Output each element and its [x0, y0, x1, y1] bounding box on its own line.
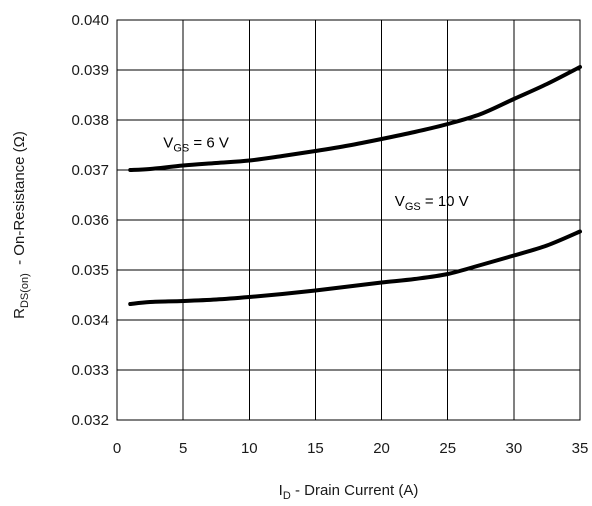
y-tick-label: 0.033 — [71, 362, 109, 379]
y-axis-title-subscript: DS(on) — [19, 273, 31, 308]
y-tick-label: 0.034 — [71, 312, 109, 329]
x-tick-label: 20 — [373, 440, 390, 457]
y-axis-title-main: R — [11, 308, 28, 319]
y-tick-label: 0.040 — [71, 12, 109, 29]
series-lines — [128, 65, 582, 306]
series-label-subscript: GS — [173, 143, 189, 155]
y-tick-label: 0.035 — [71, 262, 109, 279]
y-tick-label: 0.038 — [71, 112, 109, 129]
x-tick-label: 35 — [572, 440, 589, 457]
x-tick-labels: 0 5 10 15 20 25 30 35 — [113, 440, 589, 457]
series-line-2 — [128, 229, 582, 306]
series-label-2: VGS = 10 V — [395, 193, 469, 213]
series-label-subscript: GS — [405, 201, 421, 213]
x-axis-title-rest: - Drain Current (A) — [291, 482, 419, 499]
plot-frame — [116, 19, 581, 421]
y-tick-label: 0.036 — [71, 212, 109, 229]
y-tick-label: 0.032 — [71, 412, 109, 429]
series-label-1: VGS = 6 V — [163, 135, 229, 155]
series-label-rest: = 10 V — [421, 193, 469, 210]
x-axis-title-main: I — [279, 482, 283, 499]
x-tick-label: 5 — [179, 440, 187, 457]
x-axis-title-subscript: D — [283, 490, 291, 502]
x-tick-label: 10 — [241, 440, 258, 457]
x-tick-label: 0 — [113, 440, 121, 457]
y-tick-label: 0.039 — [71, 62, 109, 79]
series-label-main: V — [395, 193, 405, 210]
y-tick-labels: 0.032 0.033 0.034 0.035 0.036 0.037 0.038 0.039… — [71, 12, 109, 429]
y-tick-label: 0.037 — [71, 162, 109, 179]
gridlines — [116, 19, 581, 421]
series-line-1 — [128, 65, 582, 172]
series-label-rest: = 6 V — [189, 135, 229, 152]
x-tick-label: 30 — [506, 440, 523, 457]
x-axis-title: ID - Drain Current (A) — [279, 482, 419, 502]
x-tick-label: 25 — [439, 440, 456, 457]
y-axis-title: RDS(on) - On-Resistance (Ω) — [11, 131, 31, 319]
series-label-main: V — [163, 135, 173, 152]
y-axis-title-rest: - On-Resistance (Ω) — [11, 131, 28, 273]
x-tick-label: 15 — [307, 440, 324, 457]
